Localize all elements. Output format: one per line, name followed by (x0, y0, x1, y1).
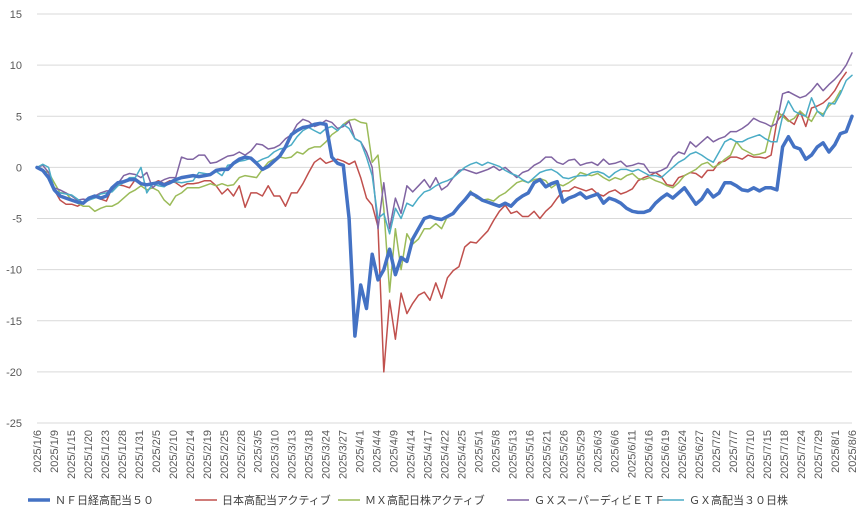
series-line-1 (36, 71, 847, 373)
x-tick-label: 2025/6/24 (677, 430, 689, 479)
y-tick-label: -10 (6, 265, 22, 277)
x-tick-label: 2025/7/2 (711, 430, 723, 473)
x-tick-label: 2025/5/8 (490, 430, 502, 473)
x-tick-label: 2025/1/31 (134, 430, 146, 479)
x-tick-label: 2025/6/3 (592, 430, 604, 473)
x-tick-label: 2025/1/28 (117, 430, 129, 479)
legend-label: 日本高配当アクティブ (222, 493, 331, 507)
x-tick-label: 2025/3/27 (338, 430, 350, 479)
x-tick-label: 2025/2/14 (185, 430, 197, 479)
x-tick-label: 2025/7/18 (779, 430, 791, 479)
x-tick-label: 2025/3/13 (287, 430, 299, 479)
x-tick-label: 2025/7/7 (728, 430, 740, 473)
x-tick-label: 2025/5/16 (524, 430, 536, 479)
x-tick-label: 2025/3/24 (321, 430, 333, 479)
x-tick-label: 2025/4/9 (389, 430, 401, 473)
y-tick-label: 15 (10, 9, 22, 21)
legend-label: ＮＦ日経高配当５０ (55, 493, 154, 507)
x-tick-label: 2025/7/15 (762, 430, 774, 479)
x-tick-label: 2025/4/25 (456, 430, 468, 479)
x-tick-label: 2025/6/27 (694, 430, 706, 479)
x-tick-label: 2025/3/18 (304, 430, 316, 479)
x-tick-label: 2025/5/29 (575, 430, 587, 479)
series-lines (35, 52, 854, 373)
legend: ＮＦ日経高配当５０ 日本高配当アクティブ ＭＸ高配日株アクティブ ＧＸスーパーディビＥ… (28, 493, 788, 507)
x-tick-label: 2025/6/16 (643, 430, 655, 479)
legend-label: ＧＸ高配当３０日株 (689, 493, 788, 507)
x-tick-label: 2025/8/6 (847, 430, 859, 473)
x-tick-label: 2025/1/20 (83, 430, 95, 479)
x-tick-label: 2025/5/21 (541, 430, 553, 479)
series-line-3 (36, 52, 853, 230)
x-tick-label: 2025/7/29 (813, 430, 825, 479)
x-tick-label: 2025/3/5 (253, 430, 265, 473)
x-tick-label: 2025/5/1 (473, 430, 485, 473)
x-tick-label: 2025/1/15 (66, 430, 78, 479)
y-tick-label: 0 (16, 162, 22, 174)
x-tick-label: 2025/4/14 (406, 430, 418, 479)
x-tick-label: 2025/6/19 (660, 430, 672, 479)
x-tick-label: 2025/6/6 (609, 430, 621, 473)
x-tick-label: 2025/5/13 (507, 430, 519, 479)
x-tick-label: 2025/1/23 (100, 430, 112, 479)
legend-label: ＭＸ高配日株アクティブ (365, 493, 485, 507)
x-tick-label: 2025/4/1 (355, 430, 367, 473)
x-tick-label: 2025/4/17 (423, 430, 435, 479)
x-tick-label: 2025/5/26 (558, 430, 570, 479)
x-tick-label: 2025/6/11 (626, 430, 638, 478)
y-tick-label: -20 (6, 367, 22, 379)
x-tick-label: 2025/2/19 (202, 430, 214, 479)
y-tick-label: -15 (6, 316, 22, 328)
x-tick-label: 2025/2/28 (236, 430, 248, 479)
x-tick-label: 2025/2/5 (151, 430, 163, 473)
x-tick-label: 2025/1/9 (49, 430, 61, 473)
x-tick-label: 2025/7/10 (745, 430, 757, 479)
x-tick-label: 2025/2/10 (168, 430, 180, 479)
series-line-4 (36, 74, 853, 235)
y-tick-label: -5 (12, 214, 22, 226)
x-tick-label: 2025/4/22 (440, 430, 452, 479)
x-tick-label: 2025/3/10 (270, 430, 282, 479)
x-tick-label: 2025/7/24 (796, 430, 808, 479)
legend-label: ＧＸスーパーディビＥＴＦ (534, 493, 665, 507)
x-tick-label: 2025/1/6 (32, 430, 44, 473)
y-axis-tick-labels: 15 10 5 0 -5 -10 -15 -20 -25 (6, 9, 22, 430)
x-axis-tick-labels: 2025/1/6 2025/1/9 2025/1/15 2025/1/20 2025/1… (32, 430, 859, 479)
series-line-2 (36, 89, 842, 293)
x-tick-label: 2025/2/25 (219, 430, 231, 479)
y-tick-label: -25 (6, 418, 22, 430)
y-tick-label: 5 (16, 111, 22, 123)
x-tick-label: 2025/4/4 (372, 430, 384, 473)
series-line-0 (35, 114, 854, 338)
x-tick-label: 2025/8/1 (830, 430, 842, 473)
y-tick-label: 10 (10, 60, 22, 72)
